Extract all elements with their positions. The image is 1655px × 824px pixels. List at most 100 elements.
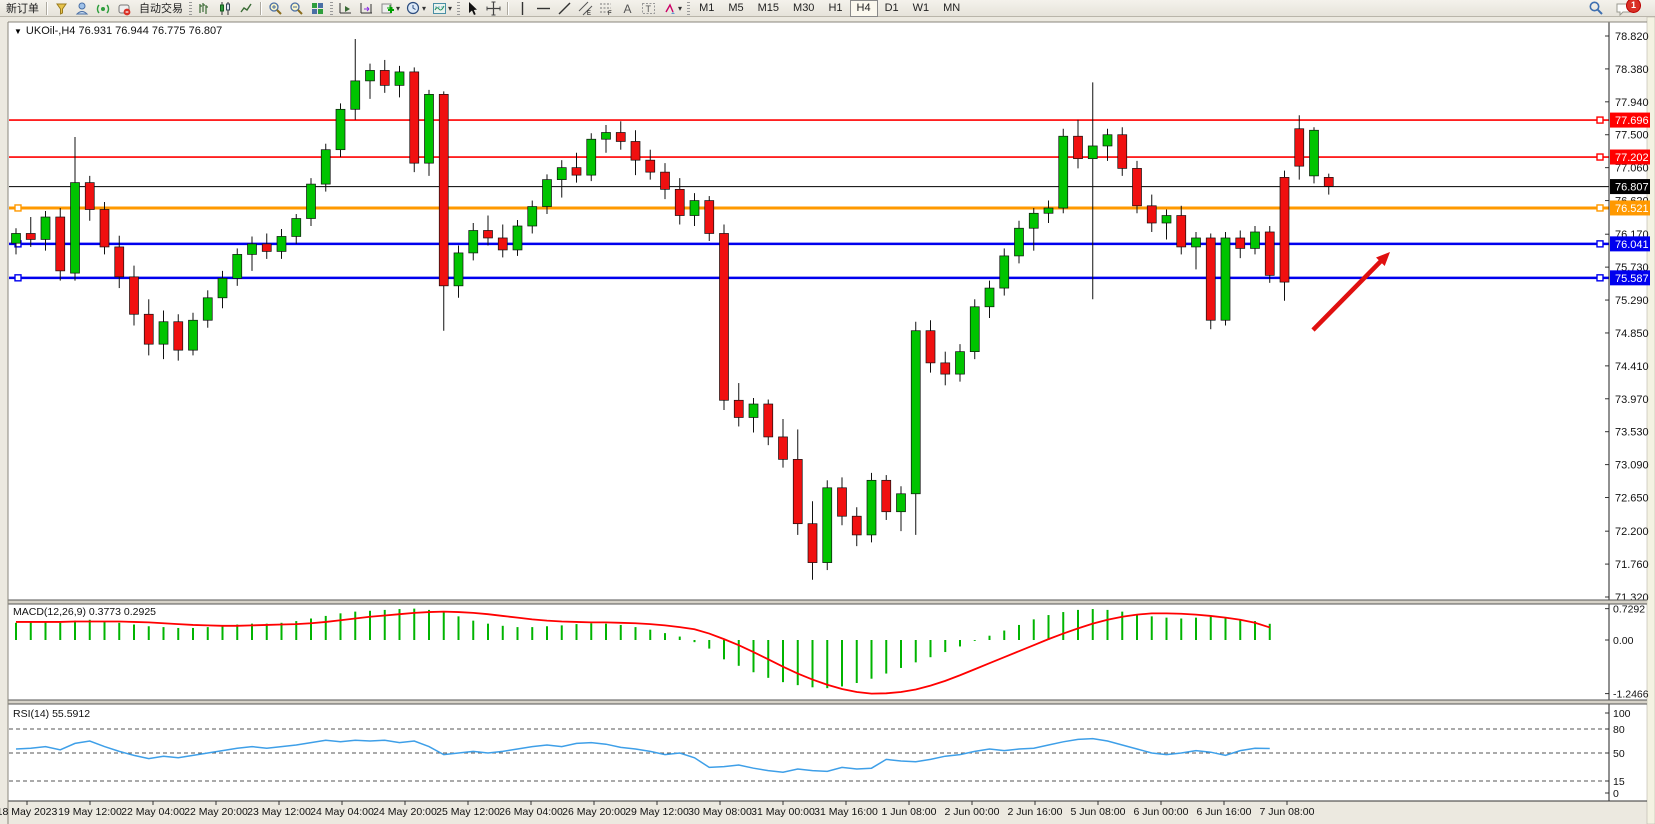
toolbar-grip [189, 1, 192, 15]
panel-splitter[interactable] [8, 700, 1647, 704]
price-tick-label: 72.650 [1615, 493, 1649, 505]
candle-up [969, 306, 980, 353]
timeframe-M1[interactable]: M1 [699, 1, 715, 14]
arrow-shaft[interactable] [1311, 258, 1384, 332]
candlestick-chart-icon[interactable] [216, 1, 235, 16]
toolbar-separator [46, 1, 48, 15]
rsi-panel-background[interactable] [8, 704, 1609, 801]
line-handle[interactable] [1596, 204, 1604, 212]
candle-up [955, 351, 965, 375]
zoom-out-icon[interactable] [287, 1, 306, 16]
notifications-icon[interactable]: 1 [1613, 0, 1650, 16]
timeframe-group: M1 M5 M15 M30 H1 H4 D1 W1 MN [692, 0, 967, 17]
candle-down [645, 159, 656, 173]
candle-up [306, 183, 316, 219]
candle-up [1102, 134, 1113, 147]
horizontal-price-lines[interactable] [9, 116, 1609, 282]
price-tick-label: 77.060 [1615, 163, 1649, 175]
line-handle[interactable] [1596, 240, 1604, 248]
panel-splitter[interactable] [8, 600, 1647, 604]
timeframe-H4[interactable]: H4 [849, 0, 878, 17]
timeframe-M5[interactable]: M5 [728, 1, 744, 14]
candle-up [527, 206, 538, 227]
main-panel-background[interactable] [8, 22, 1609, 600]
timeframe-W1[interactable]: W1 [912, 1, 930, 14]
rsi-axis-label: 100 [1613, 708, 1631, 720]
candle-down [881, 479, 892, 513]
line-chart-icon[interactable] [237, 1, 256, 16]
time-tick-label: 26 May 20:00 [562, 806, 626, 818]
timeframe-H1[interactable]: H1 [828, 1, 843, 14]
macd-axis-label: 0.7292 [1613, 604, 1645, 616]
candle-up [542, 179, 552, 207]
timeframe-D1[interactable]: D1 [884, 1, 899, 14]
price-tick-label: 74.850 [1615, 328, 1649, 340]
candle-down [114, 246, 125, 278]
signal-icon[interactable] [94, 1, 113, 16]
candle-up [999, 255, 1010, 289]
candle-down [379, 70, 390, 86]
candle-up [350, 80, 361, 110]
line-handle[interactable] [1596, 274, 1604, 282]
right-edge-strip[interactable] [1646, 16, 1655, 824]
zoom-in-icon[interactable] [266, 1, 285, 16]
candle-down [497, 237, 508, 251]
new-order-button[interactable]: 新订单 [6, 3, 39, 15]
time-tick-label: 5 Jun 08:00 [1071, 806, 1126, 818]
candle-up [335, 108, 346, 151]
toolbar-grip [687, 1, 691, 15]
price-tick-label: 77.500 [1615, 130, 1649, 142]
svg-text:F: F [608, 11, 612, 16]
tile-windows-icon[interactable] [308, 1, 327, 16]
trendline-icon[interactable] [555, 1, 574, 16]
candle-up [1014, 227, 1024, 257]
contacts-icon[interactable] [73, 1, 92, 16]
timeframe-M15[interactable]: M15 [757, 1, 780, 14]
arrows-tool-icon[interactable]: ▾ [660, 1, 684, 16]
crosshair-icon[interactable] [484, 1, 503, 16]
periods-clock-icon[interactable]: ▾ [404, 1, 428, 16]
search-icon[interactable] [1586, 1, 1606, 16]
cursor-icon[interactable] [463, 1, 482, 16]
candle-up [40, 216, 51, 240]
candle-up [424, 93, 434, 164]
horizontal-line-icon[interactable] [534, 1, 553, 16]
time-tick-label: 18 May 2023 [0, 806, 58, 818]
fibonacci-icon[interactable]: F [597, 1, 616, 16]
price-line-label-box [1610, 179, 1650, 195]
candle-up [748, 403, 759, 418]
bar-chart-icon[interactable] [195, 1, 214, 16]
auto-trading-button[interactable]: 自动交易 [139, 3, 183, 15]
templates-icon[interactable]: ▾ [430, 1, 454, 16]
time-tick-label: 1 Jun 08:00 [882, 806, 937, 818]
text-icon[interactable]: A [618, 1, 637, 16]
equidistant-channel-icon[interactable]: E [576, 1, 595, 16]
autotrading-icon[interactable] [115, 1, 134, 16]
line-handle[interactable] [1596, 116, 1604, 124]
add-indicator-icon[interactable]: ▾ [378, 1, 402, 16]
line-handle[interactable] [14, 204, 22, 212]
line-handle[interactable] [1596, 153, 1604, 161]
candle-up [291, 218, 302, 237]
candle-down [84, 182, 95, 210]
funnel-icon[interactable] [52, 1, 71, 16]
candle-down [763, 403, 774, 438]
candle-up [11, 233, 21, 244]
annotation-arrow[interactable] [1311, 252, 1390, 332]
candle-up [217, 278, 228, 299]
candle-down [99, 209, 110, 248]
time-tick-label: 30 May 08:00 [688, 806, 752, 818]
timeframe-MN[interactable]: MN [943, 1, 961, 14]
chart-dropdown-icon[interactable]: ▼ [14, 27, 22, 36]
candle-up [601, 132, 611, 140]
macd-panel-background[interactable] [8, 604, 1609, 700]
text-label-icon[interactable]: T [639, 1, 658, 16]
vertical-line-icon[interactable] [513, 1, 532, 16]
timeframe-M30[interactable]: M30 [793, 1, 815, 14]
line-handle[interactable] [14, 274, 22, 282]
candle-down [129, 276, 139, 315]
auto-scroll-icon[interactable] [336, 1, 355, 16]
chart-shift-icon[interactable] [357, 1, 376, 16]
candle-down [409, 71, 420, 164]
